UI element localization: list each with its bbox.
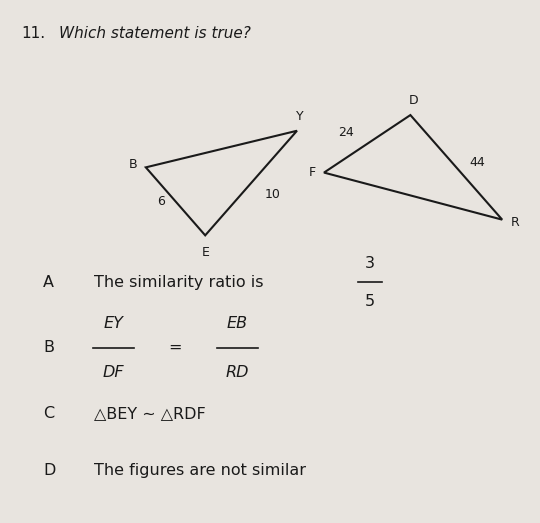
Text: EB: EB	[227, 315, 248, 331]
Text: The figures are not similar: The figures are not similar	[94, 463, 307, 478]
Text: B: B	[43, 340, 54, 355]
Text: RD: RD	[226, 365, 249, 380]
Text: D: D	[408, 94, 418, 107]
Text: 3: 3	[365, 256, 375, 271]
Text: 44: 44	[470, 156, 485, 168]
Text: D: D	[43, 463, 56, 478]
Text: B: B	[129, 158, 138, 171]
Text: F: F	[309, 166, 316, 179]
Text: E: E	[201, 246, 209, 259]
Text: EY: EY	[104, 315, 123, 331]
Text: The similarity ratio is: The similarity ratio is	[94, 275, 269, 290]
Text: A: A	[43, 275, 54, 290]
Text: 24: 24	[338, 126, 354, 139]
Text: △BEY ∼ △RDF: △BEY ∼ △RDF	[94, 406, 206, 420]
Text: =: =	[168, 340, 183, 355]
Text: R: R	[510, 216, 519, 229]
Text: C: C	[43, 406, 55, 420]
Text: Y: Y	[296, 110, 303, 123]
Text: 5: 5	[365, 294, 375, 309]
Text: DF: DF	[103, 365, 124, 380]
Text: 11.: 11.	[22, 26, 46, 41]
Text: 10: 10	[265, 188, 280, 201]
Text: Which statement is true?: Which statement is true?	[59, 26, 251, 41]
Text: 6: 6	[157, 195, 165, 208]
